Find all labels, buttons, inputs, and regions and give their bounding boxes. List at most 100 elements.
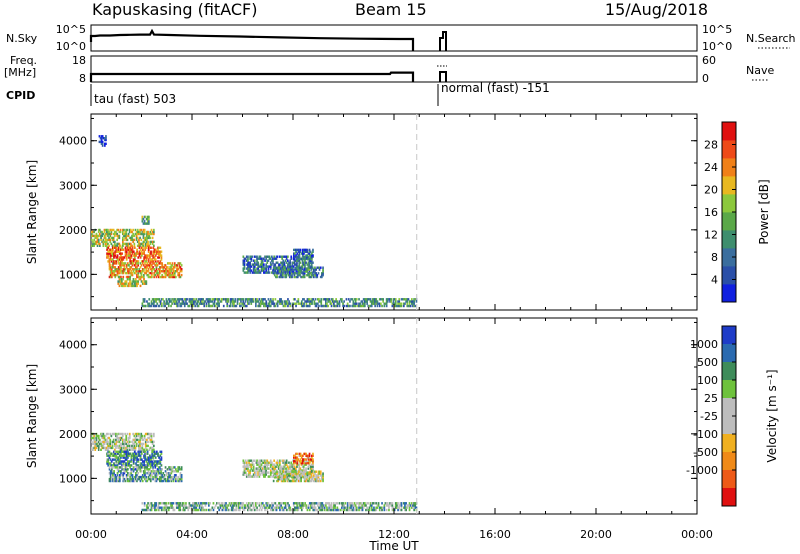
heatmap-cell bbox=[205, 298, 208, 301]
heatmap-cell bbox=[216, 302, 218, 305]
heatmap-cell bbox=[167, 266, 169, 269]
heatmap-cell bbox=[139, 442, 141, 446]
heatmap-cell bbox=[114, 252, 117, 255]
heatmap-cell bbox=[128, 434, 131, 438]
heatmap-cell bbox=[149, 268, 152, 271]
heatmap-cell bbox=[247, 469, 249, 472]
heatmap-cell bbox=[111, 271, 113, 275]
heatmap-cell bbox=[117, 270, 120, 273]
heatmap-cell bbox=[111, 236, 114, 240]
heatmap-cell bbox=[127, 271, 129, 275]
heatmap-cell bbox=[279, 461, 281, 464]
heatmap-cell bbox=[305, 304, 308, 308]
heatmap-cell bbox=[154, 506, 156, 509]
heatmap-cell bbox=[155, 472, 158, 475]
heatmap-cell bbox=[278, 502, 280, 505]
heatmap-cell bbox=[138, 232, 140, 236]
heatmap-cell bbox=[156, 477, 159, 481]
heatmap-cell bbox=[170, 468, 173, 471]
heatmap-cell bbox=[153, 268, 155, 271]
heatmap-cell bbox=[177, 304, 179, 308]
heatmap-cell bbox=[333, 508, 335, 512]
heatmap-cell bbox=[133, 468, 136, 471]
heatmap-cell bbox=[115, 446, 117, 450]
heatmap-cell bbox=[136, 252, 138, 255]
heatmap-cell bbox=[291, 472, 293, 475]
heatmap-cell bbox=[110, 258, 113, 261]
heatmap-cell bbox=[251, 508, 254, 512]
heatmap-cell bbox=[117, 466, 120, 469]
heatmap-cell bbox=[411, 506, 413, 509]
heatmap-cell bbox=[318, 470, 321, 473]
nave-tick-top: 60 bbox=[702, 54, 716, 67]
heatmap-cell bbox=[147, 508, 149, 512]
heatmap-cell bbox=[413, 304, 415, 308]
heatmap-cell bbox=[160, 479, 162, 483]
heatmap-cell bbox=[248, 267, 250, 270]
heatmap-cell bbox=[134, 228, 137, 232]
heatmap-cell bbox=[374, 508, 376, 512]
heatmap-cell bbox=[139, 232, 141, 236]
heatmap-cell bbox=[117, 450, 120, 453]
heatmap-cell bbox=[127, 264, 129, 267]
heatmap-cell bbox=[114, 464, 117, 467]
heatmap-cell bbox=[271, 506, 273, 509]
heatmap-cell bbox=[376, 504, 379, 507]
heatmap-cell bbox=[145, 258, 148, 261]
heatmap-cell bbox=[293, 256, 295, 259]
heatmap-cell bbox=[311, 252, 313, 255]
heatmap-cell bbox=[237, 506, 240, 509]
heatmap-cell bbox=[388, 298, 390, 301]
heatmap-cell bbox=[128, 454, 130, 457]
heatmap-cell bbox=[125, 452, 128, 455]
heatmap-cell bbox=[274, 465, 277, 468]
heatmap-cell bbox=[299, 479, 301, 483]
heatmap-cell bbox=[117, 452, 120, 455]
heatmap-cell bbox=[236, 502, 239, 505]
heatmap-cell bbox=[142, 252, 144, 255]
heatmap-cell bbox=[266, 504, 269, 507]
heatmap-cell bbox=[310, 467, 313, 470]
heatmap-cell bbox=[151, 456, 154, 459]
heatmap-cell bbox=[227, 504, 230, 507]
heatmap-cell bbox=[303, 479, 306, 483]
heatmap-cell bbox=[107, 254, 110, 257]
heatmap-cell bbox=[111, 472, 113, 475]
heatmap-cell bbox=[161, 266, 163, 269]
heatmap-cell bbox=[195, 508, 198, 512]
heatmap-cell bbox=[249, 267, 251, 270]
heatmap-cell bbox=[327, 304, 329, 308]
heatmap-cell bbox=[187, 304, 190, 308]
heatmap-cell bbox=[310, 502, 312, 505]
heatmap-cell bbox=[141, 244, 144, 247]
heatmap-cell bbox=[181, 504, 184, 507]
heatmap-cell bbox=[123, 262, 126, 265]
heatmap-cell bbox=[138, 254, 141, 257]
heatmap-cell bbox=[148, 271, 151, 275]
heatmap-cell bbox=[249, 261, 251, 264]
heatmap-cell bbox=[127, 244, 130, 247]
heatmap-cell bbox=[122, 479, 125, 483]
heatmap-cell bbox=[107, 446, 109, 450]
heatmap-cell bbox=[264, 508, 266, 512]
heatmap-cell bbox=[153, 464, 156, 467]
heatmap-cell bbox=[144, 477, 146, 481]
heatmap-cell bbox=[150, 240, 153, 244]
heatmap-cell bbox=[147, 275, 150, 279]
heatmap-cell bbox=[321, 272, 323, 275]
heatmap-cell bbox=[313, 508, 316, 512]
heatmap-cell bbox=[128, 256, 130, 259]
heatmap-cell bbox=[264, 463, 266, 466]
heatmap-cell bbox=[104, 142, 106, 145]
heatmap-cell bbox=[272, 261, 274, 264]
heatmap-cell bbox=[154, 475, 157, 479]
heatmap-cell bbox=[121, 270, 123, 273]
heatmap-cell bbox=[285, 257, 288, 260]
heatmap-cell bbox=[229, 300, 232, 303]
heatmap-cell bbox=[300, 252, 303, 255]
heatmap-cell bbox=[365, 298, 367, 301]
heatmap-cell bbox=[153, 470, 155, 473]
heatmap-cell bbox=[113, 472, 115, 475]
heatmap-cell bbox=[120, 454, 122, 457]
heatmap-cell bbox=[276, 470, 278, 473]
